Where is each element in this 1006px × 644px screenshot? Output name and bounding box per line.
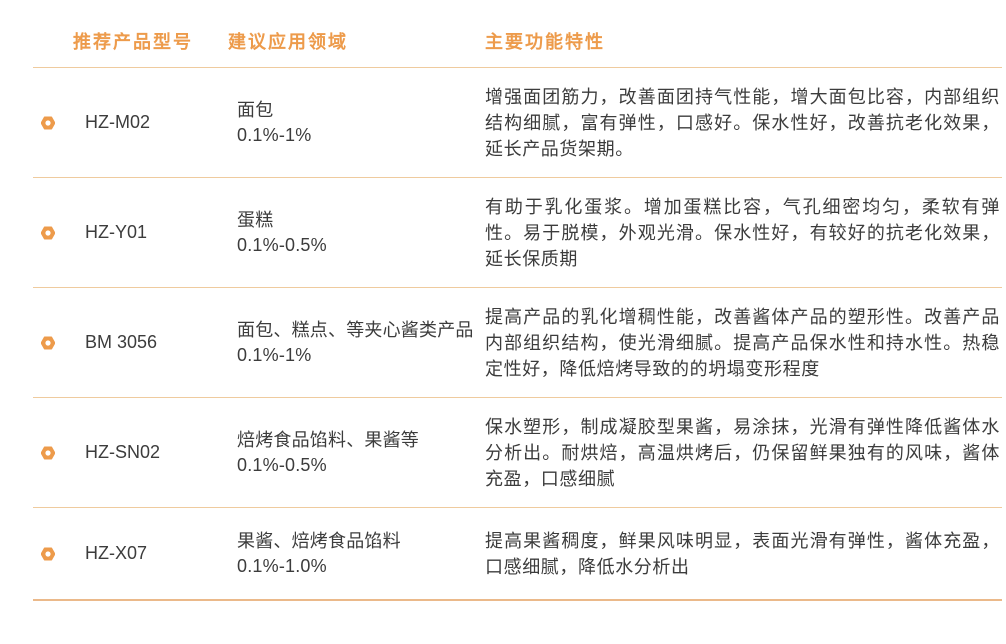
table-row: HZ-M02 面包 0.1%-1% 增强面团筋力，改善面团持气性能，增大面包比容… — [33, 68, 1002, 178]
application-cell: 蛋糕 0.1%-0.5% — [228, 208, 485, 258]
model-cell: HZ-M02 — [33, 112, 228, 133]
application-field: 面包、糕点、等夹心酱类产品 — [237, 319, 474, 340]
model-cell: HZ-Y01 — [33, 222, 228, 243]
features-text: 提高果酱稠度，鲜果风味明显，表面光滑有弹性，酱体充盈，口感细腻，降低水分析出 — [485, 530, 1000, 577]
hex-nut-bullet-icon — [41, 116, 55, 130]
dosage-range: 0.1%-0.5% — [237, 234, 327, 255]
application-field: 焙烤食品馅料、果酱等 — [237, 429, 419, 450]
product-model: BM 3056 — [85, 332, 158, 352]
application-cell: 面包 0.1%-1% — [228, 98, 485, 148]
application-cell: 焙烤食品馅料、果酱等 0.1%-0.5% — [228, 428, 485, 478]
table-row: HZ-SN02 焙烤食品馅料、果酱等 0.1%-0.5% 保水塑形，制成凝胶型果… — [33, 398, 1002, 508]
table-row: HZ-Y01 蛋糕 0.1%-0.5% 有助于乳化蛋浆。增加蛋糕比容，气孔细密均… — [33, 178, 1002, 288]
model-cell: BM 3056 — [33, 332, 228, 353]
product-model: HZ-Y01 — [85, 222, 148, 242]
model-cell: HZ-X07 — [33, 543, 228, 564]
features-text: 增强面团筋力，改善面团持气性能，增大面包比容，内部组织结构细腻，富有弹性，口感好… — [485, 86, 1000, 159]
hex-nut-bullet-icon — [41, 226, 55, 240]
application-field: 面包 — [237, 99, 274, 120]
dosage-range: 0.1%-1% — [237, 124, 312, 145]
product-model: HZ-X07 — [85, 543, 148, 563]
hex-nut-bullet-icon — [41, 547, 55, 561]
hex-nut-bullet-icon — [41, 446, 55, 460]
dosage-range: 0.1%-0.5% — [237, 454, 327, 475]
table-header-row: 推荐产品型号 建议应用领域 主要功能特性 — [33, 0, 1002, 68]
dosage-range: 0.1%-1% — [237, 344, 312, 365]
application-cell: 果酱、焙烤食品馅料 0.1%-1.0% — [228, 529, 485, 579]
column-header-application: 建议应用领域 — [228, 32, 348, 52]
table-body: HZ-M02 面包 0.1%-1% 增强面团筋力，改善面团持气性能，增大面包比容… — [33, 68, 1002, 601]
features-text: 有助于乳化蛋浆。增加蛋糕比容，气孔细密均匀，柔软有弹性。易于脱模，外观光滑。保水… — [485, 196, 1000, 269]
model-cell: HZ-SN02 — [33, 442, 228, 463]
table-row: HZ-X07 果酱、焙烤食品馅料 0.1%-1.0% 提高果酱稠度，鲜果风味明显… — [33, 508, 1002, 601]
application-field: 蛋糕 — [237, 209, 274, 230]
table-row: BM 3056 面包、糕点、等夹心酱类产品 0.1%-1% 提高产品的乳化增稠性… — [33, 288, 1002, 398]
column-header-model: 推荐产品型号 — [73, 32, 193, 52]
application-field: 果酱、焙烤食品馅料 — [237, 530, 401, 551]
features-text: 提高产品的乳化增稠性能，改善酱体产品的塑形性。改善产品内部组织结构，使光滑细腻。… — [485, 306, 1000, 379]
column-header-features: 主要功能特性 — [485, 32, 605, 52]
features-text: 保水塑形，制成凝胶型果酱，易涂抹，光滑有弹性降低酱体水分析出。耐烘焙，高温烘烤后… — [485, 416, 1000, 489]
application-cell: 面包、糕点、等夹心酱类产品 0.1%-1% — [228, 318, 485, 368]
dosage-range: 0.1%-1.0% — [237, 555, 327, 576]
hex-nut-bullet-icon — [41, 336, 55, 350]
product-model: HZ-SN02 — [85, 442, 161, 462]
product-model: HZ-M02 — [85, 112, 151, 132]
product-spec-table: 推荐产品型号 建议应用领域 主要功能特性 HZ-M02 面包 0.1%-1% 增… — [33, 0, 1002, 601]
